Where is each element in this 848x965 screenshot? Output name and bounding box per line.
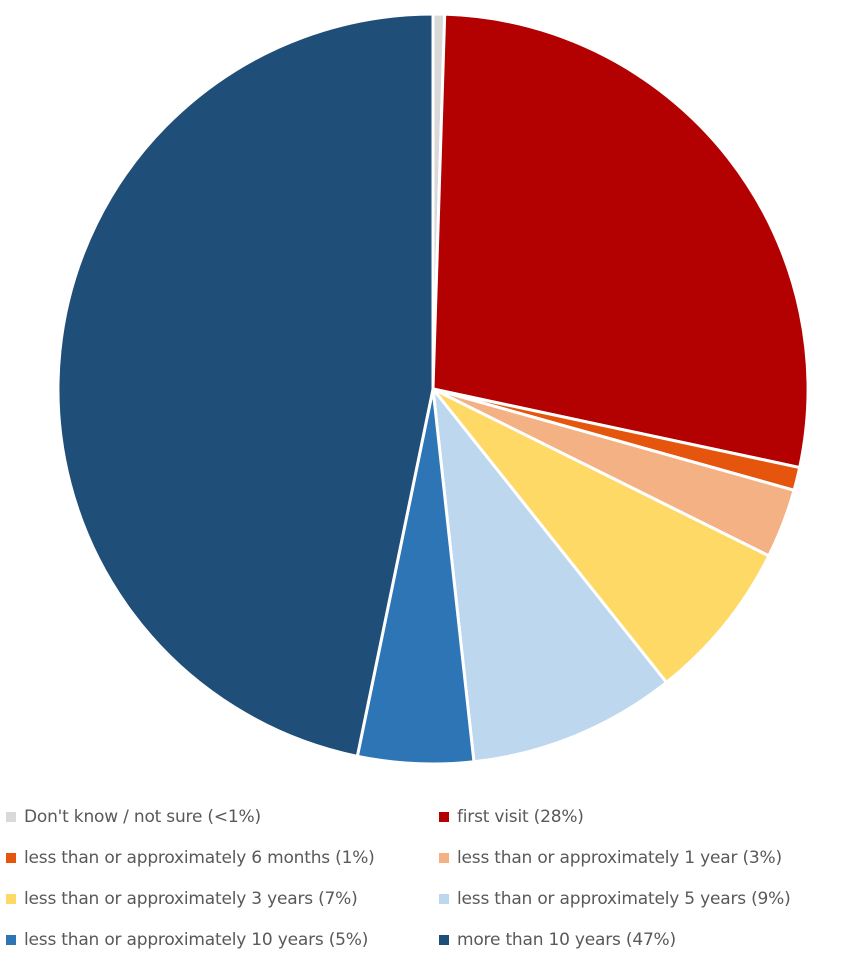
legend-label-5-years: less than or approximately 5 years (9%) xyxy=(457,888,791,909)
pie-slice-3-years xyxy=(431,387,771,684)
legend-item-6-months: less than or approximately 6 months (1%) xyxy=(6,841,439,874)
legend-label-1-year: less than or approximately 1 year (3%) xyxy=(457,847,782,868)
legend-label-10-years: less than or approximately 10 years (5%) xyxy=(24,929,369,950)
pie-slice-5-years xyxy=(431,387,668,764)
legend-swatch-10-years xyxy=(6,934,16,945)
legend-label-6-months: less than or approximately 6 months (1%) xyxy=(24,847,375,868)
legend: Don't know / not sure (<1%) first visit … xyxy=(6,800,848,956)
legend-swatch-dont-know xyxy=(6,811,16,822)
legend-item-dont-know: Don't know / not sure (<1%) xyxy=(6,800,439,833)
legend-swatch-5-years xyxy=(439,893,449,904)
pie-slice-more-than-10-years xyxy=(56,12,435,758)
legend-swatch-3-years xyxy=(6,893,16,904)
pie-plot-area xyxy=(56,12,810,766)
legend-label-more-than-10-years: more than 10 years (47%) xyxy=(457,929,676,950)
legend-swatch-first-visit xyxy=(439,811,449,822)
legend-item-3-years: less than or approximately 3 years (7%) xyxy=(6,882,439,915)
pie-slice-first-visit xyxy=(431,12,810,470)
legend-item-first-visit: first visit (28%) xyxy=(439,800,844,833)
legend-swatch-6-months xyxy=(6,852,16,863)
legend-item-10-years: less than or approximately 10 years (5%) xyxy=(6,923,439,956)
legend-swatch-more-than-10-years xyxy=(439,934,449,945)
legend-label-3-years: less than or approximately 3 years (7%) xyxy=(24,888,358,909)
legend-item-5-years: less than or approximately 5 years (9%) xyxy=(439,882,844,915)
legend-label-first-visit: first visit (28%) xyxy=(457,806,584,827)
legend-item-1-year: less than or approximately 1 year (3%) xyxy=(439,841,844,874)
legend-label-dont-know: Don't know / not sure (<1%) xyxy=(24,806,261,827)
legend-swatch-1-year xyxy=(439,852,449,863)
legend-item-more-than-10-years: more than 10 years (47%) xyxy=(439,923,844,956)
